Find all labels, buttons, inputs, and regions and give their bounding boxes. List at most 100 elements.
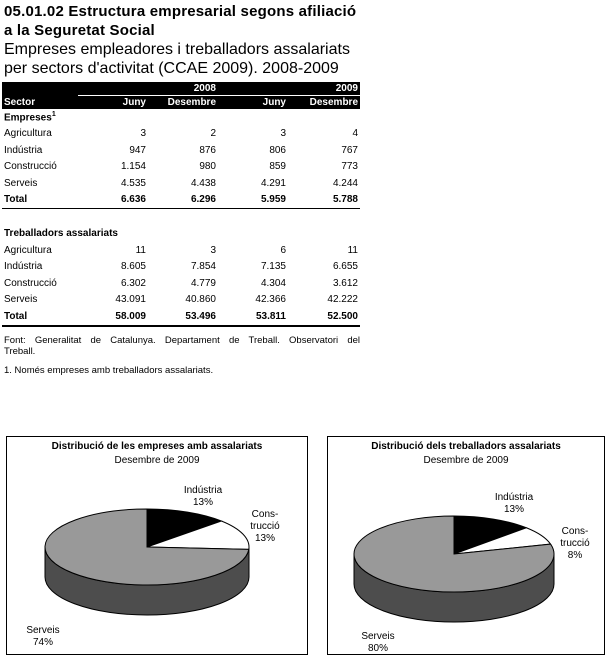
table-cell: 42.366 [255,294,286,306]
row-label: Serveis [4,294,38,306]
table-cell: 4.291 [260,177,286,189]
subtitle-line-2: per sectors d'activitat (CCAE 2009). 200… [4,60,339,77]
source-line-2: Treball. [4,346,36,357]
pie-chart-treballadors: Distribució dels treballadors assalariat… [327,436,605,655]
section-heading-treballadors: Treballadors assalariats [4,228,118,240]
total-row: Total 6.636 6.296 5.959 5.788 [2,191,360,209]
pie-slice [44,508,250,586]
slice-label: 74% [33,637,53,648]
total-label: Total [2,308,78,327]
table-row: Construcció 1.154 980 859 773 [2,159,360,176]
chart-subtitle: Desembre de 2009 [114,455,200,466]
table-month-header-row: Sector Juny Desembre Juny Desembre [2,95,360,109]
slice-label: Serveis [361,631,394,642]
table-cell: 980 [199,161,216,173]
source-line-1: Font: Generalitat de Catalunya. Departam… [4,335,360,346]
table-cell: 42.222 [327,294,358,306]
row-label: Agricultura [4,244,52,256]
chart-subtitle: Desembre de 2009 [423,455,509,466]
title-line-2: a la Seguretat Social [4,22,155,39]
table-row: Agricultura 3 2 3 4 [2,126,360,143]
month-header: Juny [78,95,148,109]
table-cell: 3 [210,244,216,256]
table-row: Serveis 4.535 4.438 4.291 4.244 [2,175,360,192]
year-2008-header: 2008 [78,82,218,96]
source-note: Font: Generalitat de Catalunya. Departam… [4,335,360,357]
total-cell: 6.636 [78,191,148,209]
total-row: Total 58.009 53.496 53.811 52.500 [2,308,360,327]
table-cell: 4.438 [190,177,216,189]
month-header: Desembre [288,95,360,109]
table-cell: 2 [210,128,216,140]
table-cell: 3 [140,128,146,140]
slice-label: Cons- [562,526,589,537]
slice-label: Indústria [184,485,223,496]
table-cell: 11 [135,244,146,256]
table-cell: 859 [269,161,286,173]
month-header: Juny [218,95,288,109]
row-label: Construcció [4,277,57,289]
table-cell: 1.154 [120,161,146,173]
table-cell: 947 [129,144,146,156]
slice-label: 13% [255,533,275,544]
table-row: Indústria 8.605 7.854 7.135 6.655 [2,259,360,276]
table-cell: 773 [341,161,358,173]
subtitle-line-1: Empreses empleadores i treballadors assa… [4,41,350,58]
total-cell: 53.496 [148,308,218,327]
stats-table: 2008 2009 Sector Juny Desembre Juny Dese… [2,82,360,327]
table-cell: 43.091 [115,294,146,306]
slice-label: 80% [368,643,388,654]
slice-label: 8% [568,550,583,561]
month-header: Desembre [148,95,218,109]
table-cell: 3.612 [332,277,358,289]
title-line-1: 05.01.02 Estructura empresarial segons a… [4,3,357,20]
table-cell: 4.535 [120,177,146,189]
footnote-marker: 1 [51,111,56,119]
row-label: Agricultura [4,128,52,140]
table-cell: 767 [341,144,358,156]
table-cell: 8.605 [120,261,146,273]
total-cell: 52.500 [288,308,360,327]
pie-slice [146,508,223,548]
slice-label: trucció [250,521,280,532]
table-cell: 6 [280,244,286,256]
slice-label: Cons- [252,509,279,520]
total-cell: 5.788 [288,191,360,209]
table-cell: 4.304 [260,277,286,289]
year-2009-header: 2009 [218,82,360,96]
sector-column-header: Sector [2,95,78,109]
chart-title: Distribució dels treballadors assalariat… [371,441,561,452]
slice-label: 13% [193,497,213,508]
table-row: Serveis 43.091 40.860 42.366 42.222 [2,292,360,309]
pie-slice [146,520,250,550]
table-cell: 7.135 [260,261,286,273]
slice-label: Serveis [26,625,59,636]
row-label: Construcció [4,161,57,173]
table-cell: 3 [280,128,286,140]
pie-slice [453,515,528,555]
section-heading-row: Treballadors assalariats [2,226,360,243]
total-cell: 5.959 [218,191,288,209]
table-cell: 4.779 [190,277,216,289]
section-heading-empreses: Empreses [4,112,52,124]
table-cell: 4.244 [332,177,358,189]
table-cell: 4 [352,128,358,140]
total-cell: 58.009 [78,308,148,327]
table-year-header-row: 2008 2009 [2,82,360,96]
slice-label: 13% [504,504,524,515]
table-cell: 6.655 [332,261,358,273]
footnote: 1. Només empreses amb treballadors assal… [4,365,214,376]
total-label: Total [2,191,78,209]
table-row: Construcció 6.302 4.779 4.304 3.612 [2,275,360,292]
page-subtitle: Empreses empleadores i treballadors assa… [4,40,350,78]
section-heading-row: Empreses1 [2,109,360,126]
table-row: Indústria 947 876 806 767 [2,142,360,159]
slice-label: trucció [560,538,590,549]
table-cell: 6.302 [120,277,146,289]
table-cell: 876 [199,144,216,156]
chart-title: Distribució de les empreses amb assalari… [51,441,263,452]
pie-chart-empreses: Distribució de les empreses amb assalari… [6,436,308,655]
page-title: 05.01.02 Estructura empresarial segons a… [4,2,356,40]
